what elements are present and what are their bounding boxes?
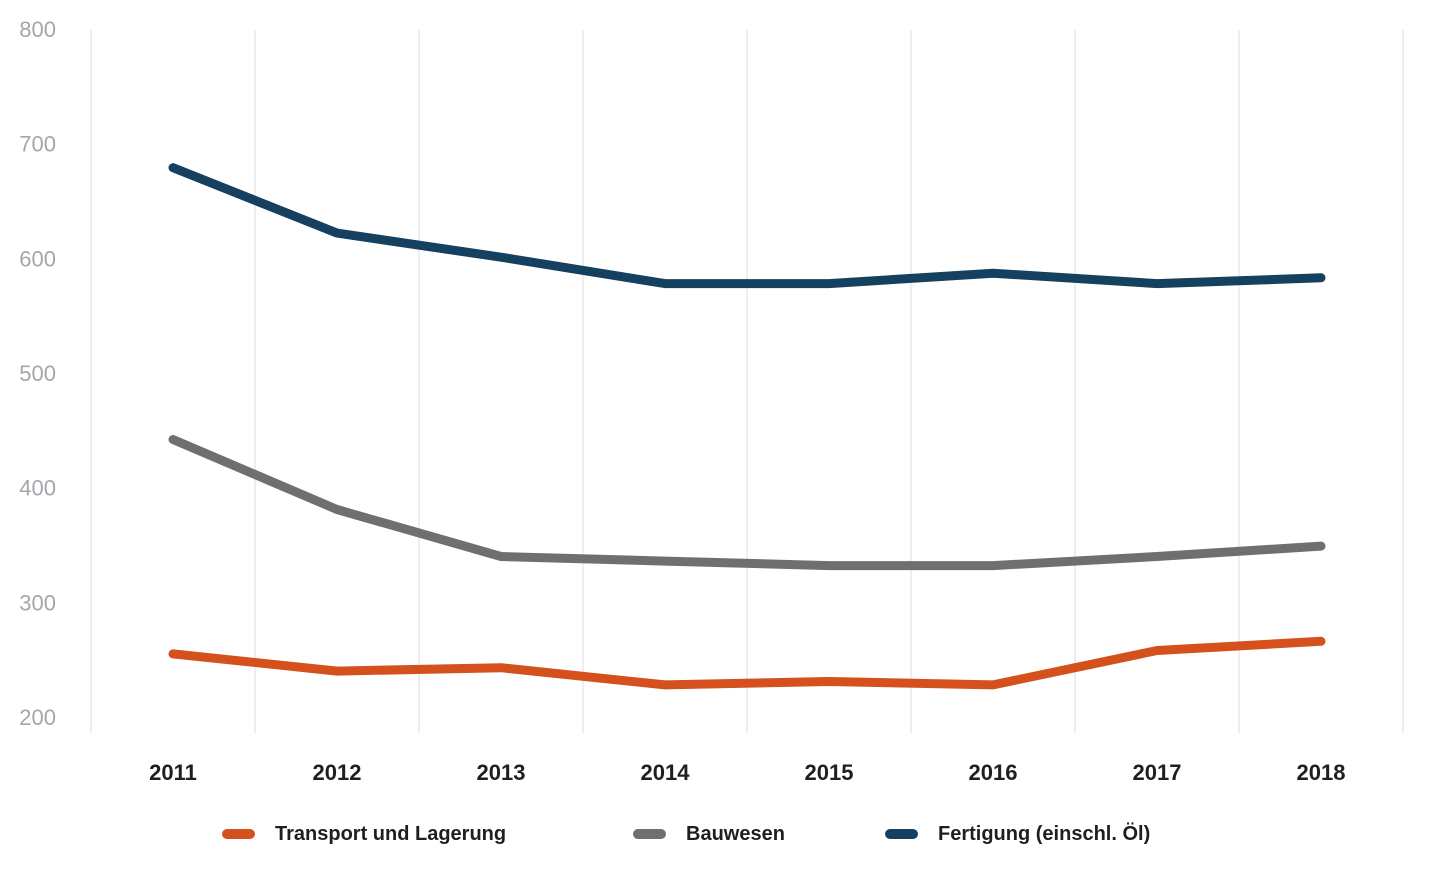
legend-item-bauwesen: Bauwesen xyxy=(633,820,785,848)
legend-item-fertigung: Fertigung (einschl. Öl) xyxy=(885,820,1150,848)
x-axis-tick-label: 2013 xyxy=(477,760,526,785)
line-series-fertigung-einschl-l xyxy=(168,163,1326,289)
legend-label-fertigung: Fertigung (einschl. Öl) xyxy=(938,822,1151,845)
x-axis-tick-label: 2018 xyxy=(1297,760,1346,785)
y-axis-tick-label: 700 xyxy=(19,132,56,157)
y-axis-tick-label: 200 xyxy=(19,705,56,730)
legend-swatch-transport-und-lagerung xyxy=(222,829,255,839)
y-axis-tick-label: 500 xyxy=(19,361,56,386)
x-axis-tick-label: 2014 xyxy=(641,760,691,785)
x-axis-tick-label: 2011 xyxy=(149,760,197,785)
y-axis-tick-label: 800 xyxy=(19,17,56,42)
y-axis-tick-label: 300 xyxy=(19,590,56,615)
legend: Transport und Lagerung Bauwesen Fertigun… xyxy=(0,820,1430,860)
x-axis-tick-label: 2016 xyxy=(969,760,1018,785)
legend-swatch-fertigung xyxy=(885,829,918,839)
x-axis-tick-label: 2012 xyxy=(313,760,362,785)
line-series-bauwesen xyxy=(168,435,1326,571)
legend-swatch-bauwesen xyxy=(633,829,666,839)
x-axis-tick-label: 2015 xyxy=(805,760,854,785)
line-series-transport-und-lagerung xyxy=(168,636,1326,690)
y-axis-tick-label: 600 xyxy=(19,246,56,271)
y-axis-tick-label: 400 xyxy=(19,476,56,501)
legend-label-bauwesen: Bauwesen xyxy=(686,822,785,845)
legend-item-transport-und-lagerung: Transport und Lagerung xyxy=(222,820,506,848)
x-axis-tick-label: 2017 xyxy=(1133,760,1182,785)
plot-area: 800 700 600 500 400 300 200 2011 2012 2013 2014 201… xyxy=(19,17,1404,785)
legend-label-transport-und-lagerung: Transport und Lagerung xyxy=(275,822,507,845)
